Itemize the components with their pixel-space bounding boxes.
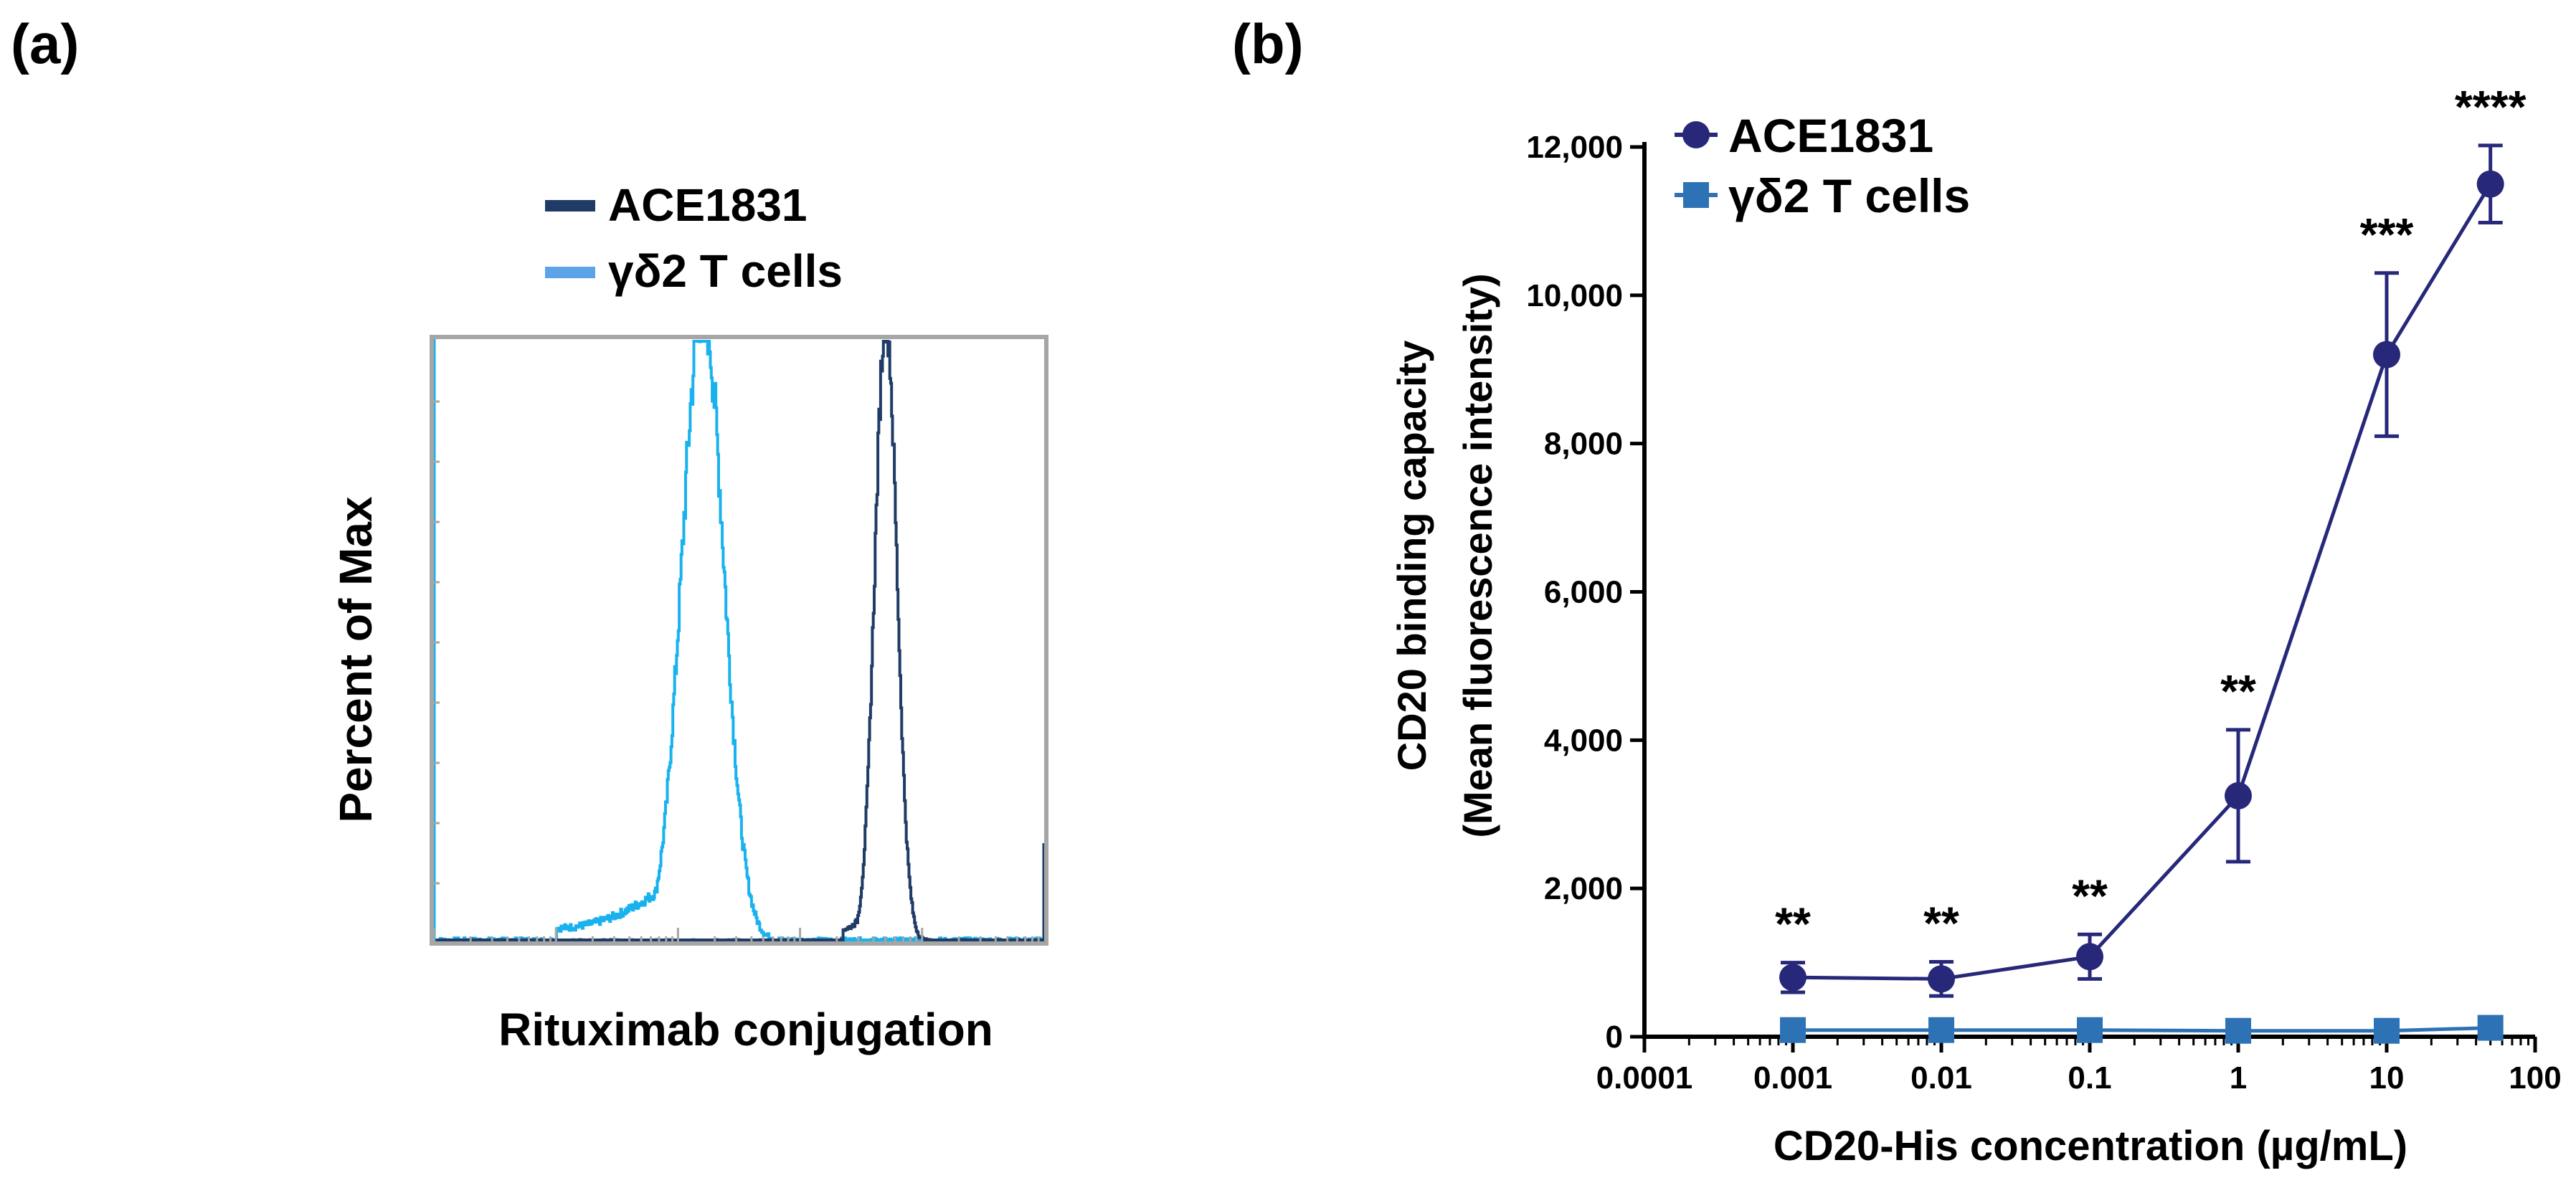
series-line bbox=[1792, 183, 2492, 981]
significance-label: ** bbox=[2072, 870, 2108, 921]
panel-a-x-axis-label: Rituximab conjugation bbox=[498, 1004, 993, 1055]
panel-a-label: (a) bbox=[11, 12, 79, 75]
panel-b-x-ticks: 0.0001 0.001 0.01 0.1 1 10 100 bbox=[1596, 1037, 2562, 1096]
panel-a: (a) ACE1831 γδ2 T cells Percent of Max R… bbox=[11, 12, 1048, 1055]
significance-label: *** bbox=[2360, 209, 2414, 260]
panel-b-x-tick-label: 0.1 bbox=[2068, 1060, 2111, 1096]
legend-swatch-gd2 bbox=[545, 267, 595, 278]
data-point-square bbox=[1928, 1017, 1954, 1043]
panel-b-x-tick-label: 0.001 bbox=[1753, 1060, 1832, 1096]
significance-label: ** bbox=[2220, 665, 2256, 717]
significance-label: **** bbox=[2455, 81, 2527, 133]
data-point-circle bbox=[2225, 781, 2252, 809]
significance-label: ** bbox=[1923, 898, 1959, 949]
panel-b-y-tick-label: 4,000 bbox=[1544, 723, 1623, 758]
panel-b-x-tick-label: 0.0001 bbox=[1596, 1060, 1693, 1096]
panel-b-y-tick-label: 6,000 bbox=[1544, 575, 1623, 610]
legend-marker-gd2 bbox=[1683, 182, 1709, 208]
data-point-circle bbox=[2373, 341, 2400, 369]
panel-a-plot-area bbox=[430, 335, 1048, 946]
legend-marker-ace1831 bbox=[1682, 121, 1710, 148]
legend-label-ace1831: ACE1831 bbox=[608, 179, 808, 231]
panel-b-x-tick-label: 1 bbox=[2230, 1060, 2247, 1096]
legend-label-b-gd2: γδ2 T cells bbox=[1728, 169, 1970, 222]
data-point-square bbox=[2225, 1017, 2251, 1044]
data-point-circle bbox=[1779, 964, 1806, 992]
histogram-trace-gd2 bbox=[434, 340, 1044, 941]
panel-b-x-tick-label: 100 bbox=[2509, 1060, 2561, 1096]
panel-b-y-axis-label-line1: CD20 binding capacity bbox=[1389, 341, 1434, 771]
panel-b-y-tick-label: 2,000 bbox=[1544, 871, 1623, 906]
data-point-circle bbox=[2476, 170, 2504, 198]
legend-label-b-ace1831: ACE1831 bbox=[1728, 109, 1933, 162]
panel-b-y-tick-label: 0 bbox=[1606, 1020, 1623, 1055]
panel-b-x-tick-label: 0.01 bbox=[1910, 1060, 1972, 1096]
panel-b-legend: ACE1831 γδ2 T cells bbox=[1675, 109, 1970, 222]
panel-b-y-ticks: 0 2,000 4,000 6,000 8,000 10,000 12,000 bbox=[1526, 130, 1644, 1055]
panel-a-y-minor-ticks bbox=[434, 400, 440, 885]
significance-labels: ** ************* bbox=[1775, 81, 2526, 950]
histogram-trace-ace1831 bbox=[434, 340, 1044, 941]
significance-label: ** bbox=[1775, 898, 1811, 950]
data-point-square bbox=[1780, 1017, 1806, 1043]
data-point-circle bbox=[1928, 965, 1955, 993]
panel-a-legend: ACE1831 γδ2 T cells bbox=[545, 179, 843, 297]
panel-a-x-minor-ticks bbox=[432, 928, 1040, 944]
panel-b-x-tick-label: 10 bbox=[2369, 1060, 2405, 1096]
data-point-square bbox=[2477, 1015, 2504, 1041]
data-point-circle bbox=[2076, 943, 2103, 971]
panel-b-y-tick-label: 10,000 bbox=[1526, 278, 1623, 313]
panel-b-label: (b) bbox=[1232, 12, 1304, 75]
series-ace1831 bbox=[1779, 143, 2504, 998]
legend-label-gd2: γδ2 T cells bbox=[608, 245, 843, 297]
panel-b-y-tick-label: 12,000 bbox=[1526, 130, 1623, 165]
series-line bbox=[1793, 1026, 2491, 1033]
panel-b-y-tick-label: 8,000 bbox=[1544, 427, 1623, 462]
panel-b: (b) CD20 binding capacity (Mean fluoresc… bbox=[1232, 12, 2562, 1169]
panel-a-frame bbox=[430, 335, 1048, 946]
panel-b-y-axis-label-line2: (Mean fluorescence intensity) bbox=[1455, 273, 1500, 837]
data-point-square bbox=[2374, 1017, 2400, 1044]
data-point-square bbox=[2077, 1017, 2103, 1043]
series-gd2-t-cells bbox=[1780, 1015, 2504, 1044]
panel-a-y-axis-label: Percent of Max bbox=[330, 496, 382, 823]
legend-swatch-ace1831 bbox=[545, 200, 595, 212]
panel-b-x-axis-label: CD20-His concentration (µg/mL) bbox=[1774, 1123, 2407, 1169]
